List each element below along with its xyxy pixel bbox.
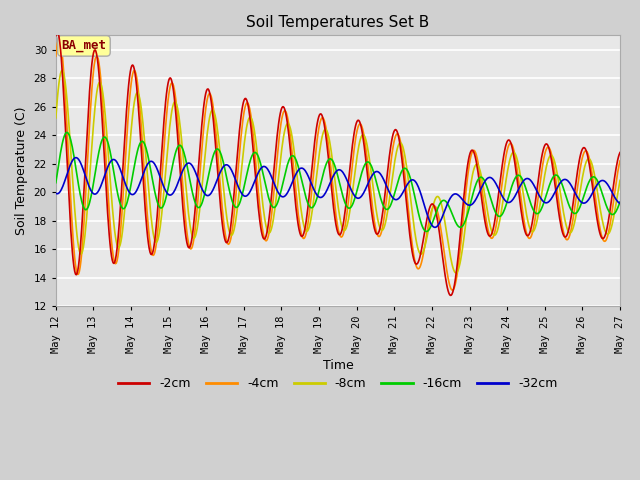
Legend: -2cm, -4cm, -8cm, -16cm, -32cm: -2cm, -4cm, -8cm, -16cm, -32cm: [113, 372, 563, 396]
Title: Soil Temperatures Set B: Soil Temperatures Set B: [246, 15, 429, 30]
Text: BA_met: BA_met: [61, 39, 106, 52]
X-axis label: Time: Time: [323, 359, 353, 372]
Y-axis label: Soil Temperature (C): Soil Temperature (C): [15, 107, 28, 235]
